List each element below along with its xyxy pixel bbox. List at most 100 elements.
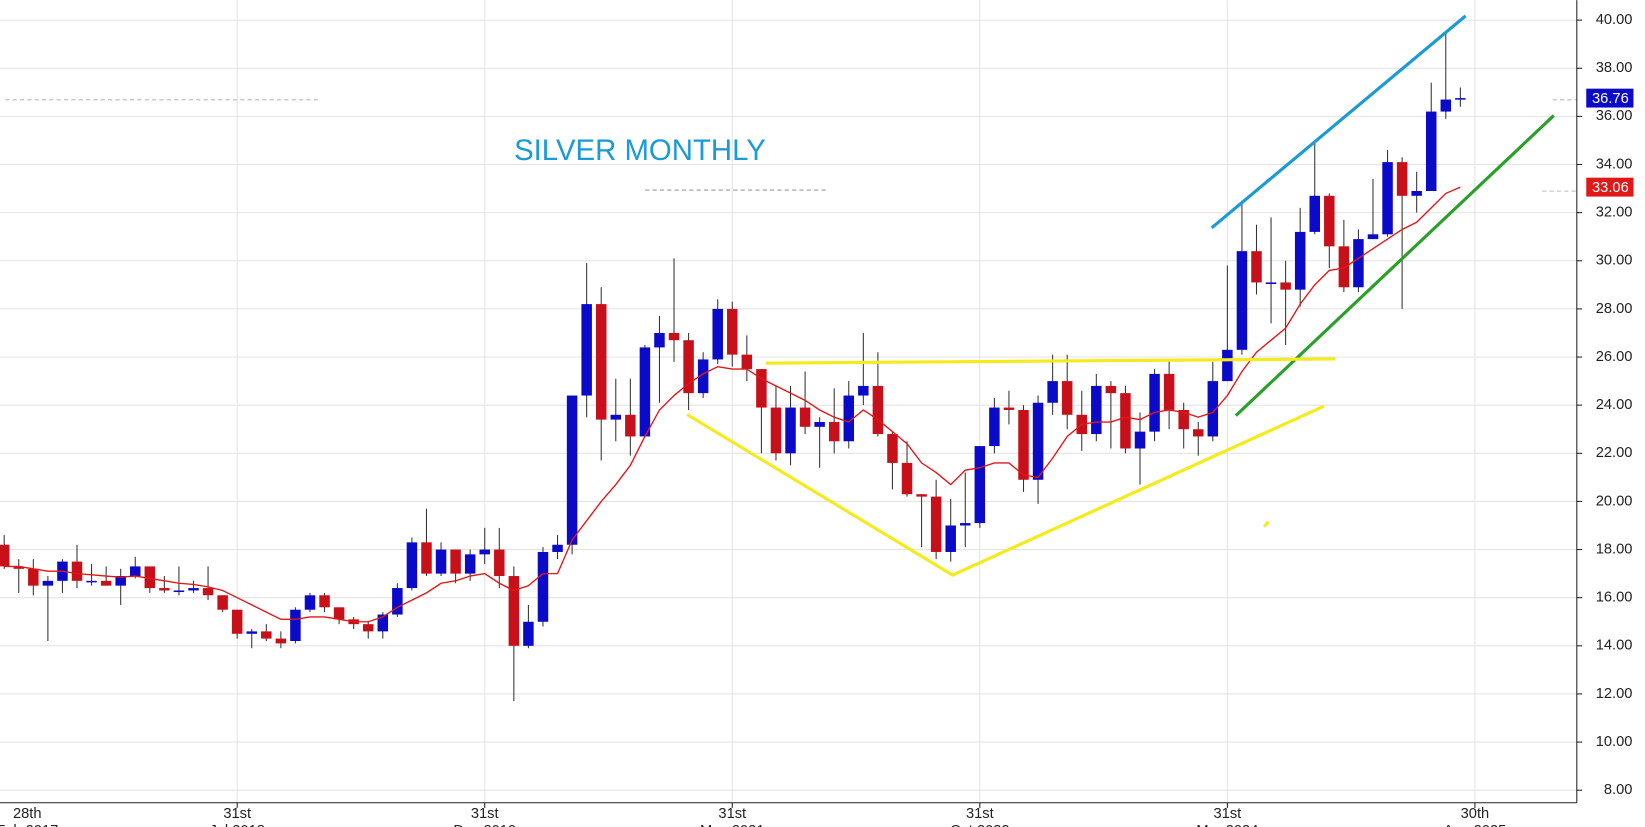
candle-body: [770, 407, 782, 454]
candle-body: [421, 542, 432, 574]
candle-body: [1032, 402, 1044, 480]
candle-body: [1353, 239, 1364, 288]
candle-body: [537, 551, 549, 622]
candle-body: [1367, 234, 1379, 240]
trend-line: [1234, 114, 1555, 417]
y-tick-label: 38.00: [1596, 60, 1633, 76]
candle-body: [930, 496, 942, 552]
candle-body: [1265, 282, 1277, 285]
candle-body: [406, 542, 418, 589]
candle-body: [799, 407, 811, 427]
candle-body: [1061, 381, 1073, 415]
x-tick-label: 31st: [471, 806, 499, 822]
candle-body: [1207, 381, 1219, 437]
candle-body: [814, 422, 825, 427]
candle-body: [159, 588, 170, 591]
candle-body: [130, 566, 141, 577]
candle-body: [668, 332, 680, 341]
candle-body: [231, 609, 243, 634]
y-tick-label: 18.00: [1596, 541, 1633, 557]
candle-body: [581, 304, 592, 396]
candle-body: [566, 395, 578, 545]
candle-body: [450, 549, 461, 574]
candle-body: [188, 588, 199, 591]
candle-body: [901, 462, 913, 495]
candle-body: [1178, 409, 1189, 430]
candle-body: [916, 494, 927, 497]
candle-body: [13, 566, 25, 569]
candle-body: [945, 525, 956, 552]
candle-body: [333, 607, 345, 620]
x-tick-label: 31st: [223, 806, 251, 822]
candle-body: [202, 588, 214, 596]
candle-body: [1382, 162, 1393, 235]
candle-body: [1294, 231, 1306, 290]
candle-body: [115, 576, 126, 586]
moving-average: [4, 186, 1461, 623]
x-tick-label: Jul 2018: [209, 823, 264, 827]
candle-body: [1134, 431, 1146, 449]
y-tick-label: 8.00: [1604, 782, 1633, 798]
x-tick-label: May 2021: [700, 823, 764, 827]
x-tick-label: 30th: [1461, 806, 1490, 822]
candle-body: [173, 590, 185, 593]
chart-title: SILVER MONTHLY: [514, 134, 766, 167]
candle-body: [1091, 385, 1102, 435]
candle-body: [1236, 251, 1248, 350]
candle-body: [523, 621, 534, 646]
candle-body: [1411, 190, 1422, 196]
candle-body: [304, 595, 316, 610]
candle-body: [1425, 111, 1437, 191]
candle-body: [217, 595, 228, 610]
candle-body: [494, 549, 505, 577]
candle-body: [1324, 195, 1335, 247]
candle-body: [1455, 98, 1466, 100]
candle-body: [683, 340, 694, 394]
candle-body: [362, 624, 374, 632]
trend-lines: [686, 14, 1555, 577]
candle-body: [989, 407, 1000, 447]
y-tick-label: 16.00: [1596, 590, 1633, 606]
candle-body: [610, 414, 622, 420]
candle-body: [86, 580, 97, 583]
candle-body: [741, 354, 753, 370]
x-tick-label: 28th: [13, 806, 42, 822]
candle-body: [727, 308, 738, 355]
y-tick-label: 28.00: [1596, 301, 1633, 317]
candle-body: [1018, 409, 1029, 480]
candle-body: [960, 523, 971, 526]
stray-mark: [1262, 520, 1270, 528]
candle-body: [1280, 282, 1291, 290]
candle-body: [1440, 99, 1452, 112]
y-tick-label: 26.00: [1596, 349, 1633, 365]
candle-body: [785, 407, 796, 454]
candle-body: [479, 549, 490, 555]
candle-body: [887, 434, 898, 463]
candle-body: [508, 576, 520, 646]
candle-body: [1003, 407, 1015, 410]
candle-body: [71, 561, 83, 581]
candle-body: [1120, 393, 1131, 449]
candle-body: [595, 304, 607, 420]
price-tag: [1586, 177, 1634, 197]
candle-body: [261, 631, 272, 639]
price-tag: [1586, 88, 1634, 108]
candle-body: [1163, 373, 1175, 410]
x-tick-label: Aug 2025: [1444, 823, 1507, 827]
candle-body: [828, 422, 840, 442]
candle-body: [654, 332, 665, 348]
candle-body: [639, 347, 651, 437]
annotations: [5, 99, 1577, 192]
candle-body: [28, 568, 39, 586]
candle-body: [858, 385, 869, 396]
neckline: [765, 357, 1336, 365]
candle-body: [377, 614, 389, 632]
x-tick-label: Oct 2022: [950, 823, 1010, 827]
candle-body: [435, 549, 447, 574]
x-tick-label: Feb 2017: [0, 823, 58, 827]
candle-body: [1309, 195, 1320, 232]
x-tick-label: 31st: [718, 806, 746, 822]
candle-body: [100, 580, 112, 586]
candle-body: [464, 554, 476, 574]
